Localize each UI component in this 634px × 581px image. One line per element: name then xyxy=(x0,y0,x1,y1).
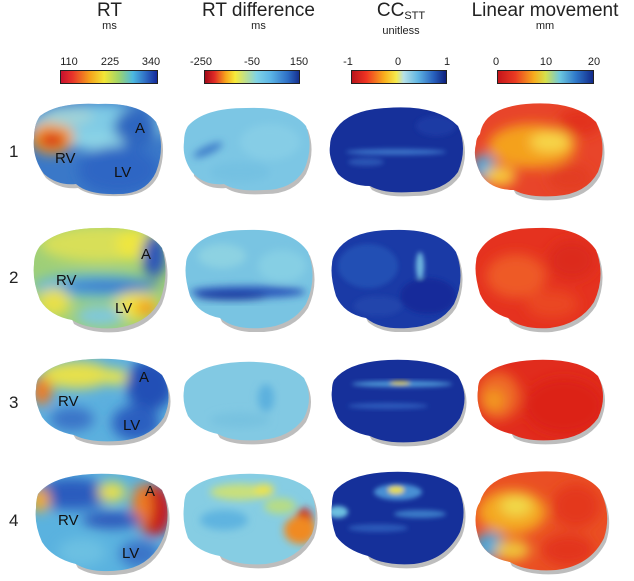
colorbar-rt-difference xyxy=(204,70,300,84)
heart-map-linear-movement-row3 xyxy=(477,359,605,445)
tick-label: -250 xyxy=(189,56,213,68)
heart-map-rt-row4 xyxy=(35,473,170,576)
region-label-a: A xyxy=(135,120,146,137)
region-label-rv: RV xyxy=(55,150,76,167)
row-label: 2 xyxy=(9,268,19,287)
column-header-rt: RT ms xyxy=(62,0,157,32)
tick-label: -1 xyxy=(343,56,353,68)
column-title: CCSTT xyxy=(376,0,426,22)
column-unit: ms xyxy=(251,20,266,32)
region-label-rv: RV xyxy=(58,393,79,410)
region-label-lv: LV xyxy=(114,164,132,181)
column-title: RT difference xyxy=(201,0,316,21)
region-label-a: A xyxy=(139,369,150,386)
row-label: 4 xyxy=(9,511,19,530)
column-unit: unitless xyxy=(382,25,420,37)
heart-map-rt-row2 xyxy=(33,227,168,333)
tick-label: 225 xyxy=(100,56,120,68)
column-header-cc: CCSTT unitless xyxy=(346,0,456,37)
heart-map-rt-difference-row1 xyxy=(183,107,312,195)
column-header-linear-movement: Linear movement mm xyxy=(456,0,634,32)
region-label-lv: LV xyxy=(122,545,140,562)
region-label-a: A xyxy=(141,246,152,263)
heart-map-linear-movement-row2 xyxy=(475,227,603,333)
heart-map-cc-row2 xyxy=(331,229,463,332)
row-label: 1 xyxy=(9,142,19,161)
heart-map-cc-row4 xyxy=(331,471,466,569)
tick-label: 0 xyxy=(394,56,402,68)
heart-map-rt-row1 xyxy=(33,103,163,197)
region-label-lv: LV xyxy=(115,300,133,317)
heart-map-rt-row3 xyxy=(35,358,171,446)
column-header-rt-difference: RT difference ms xyxy=(186,0,331,32)
tick-label: 20 xyxy=(587,56,601,68)
row-label: 3 xyxy=(9,393,19,412)
column-unit: mm xyxy=(535,20,555,32)
region-label-a: A xyxy=(145,483,156,500)
tick-label: 150 xyxy=(289,56,309,68)
column-title: RT xyxy=(97,0,122,21)
tick-label: 110 xyxy=(60,56,78,68)
tick-label: 1 xyxy=(443,56,451,68)
tick-label: 0 xyxy=(492,56,500,68)
region-label-rv: RV xyxy=(56,272,77,289)
heart-map-cc-row1 xyxy=(329,107,465,197)
tick-label: 340 xyxy=(141,56,161,68)
heart-map-linear-movement-row1 xyxy=(474,103,605,201)
column-title: Linear movement xyxy=(471,0,619,21)
region-label-lv: LV xyxy=(123,417,141,434)
heart-map-linear-movement-row4 xyxy=(475,471,610,575)
tick-label: 10 xyxy=(539,56,553,68)
region-label-rv: RV xyxy=(58,512,79,529)
column-unit: ms xyxy=(102,20,117,32)
heart-map-rt-difference-row2 xyxy=(185,229,315,332)
heart-map-rt-difference-row3 xyxy=(183,361,311,445)
tick-label: -50 xyxy=(244,56,260,68)
colorbar-rt xyxy=(60,70,158,84)
heart-map-cc-row3 xyxy=(331,359,467,447)
colorbar-cc xyxy=(351,70,447,84)
heart-map-rt-difference-row4 xyxy=(183,473,318,569)
colorbar-linear-movement xyxy=(497,70,594,84)
